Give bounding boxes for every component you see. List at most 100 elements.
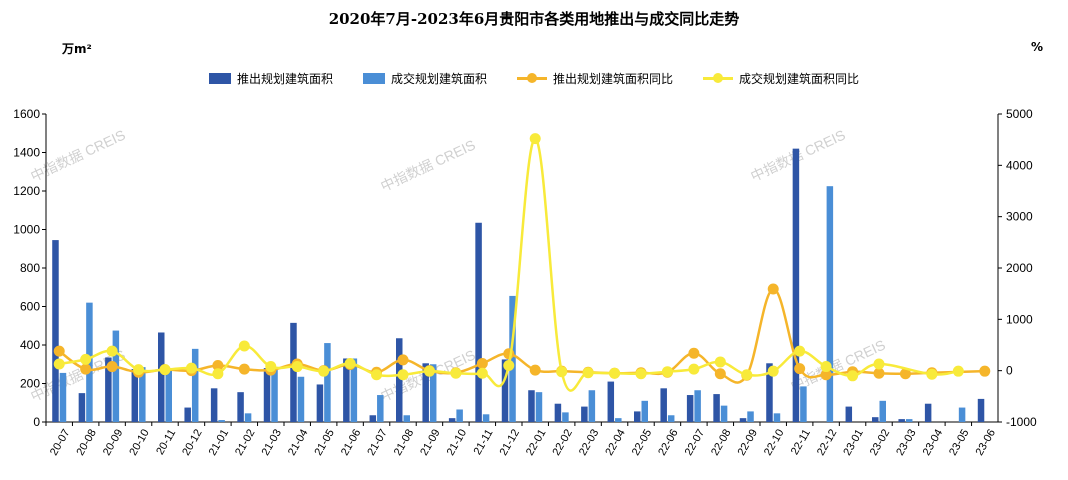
bar-supply-area xyxy=(105,357,112,422)
bar-deal-area xyxy=(297,376,305,422)
legend: 推出规划建筑面积 成交规划建筑面积 推出规划建筑面积同比 成交规划建筑面积同比 xyxy=(0,70,1068,87)
bar-supply-area xyxy=(898,419,905,422)
legend-swatch-supply-area xyxy=(208,73,231,84)
bar-deal-area xyxy=(800,386,807,422)
point-deal-yoy xyxy=(847,370,859,382)
bar-supply-area xyxy=(396,338,403,422)
point-supply-yoy xyxy=(476,357,488,369)
x-axis-tick-label: 21-07 xyxy=(365,427,389,457)
point-supply-yoy xyxy=(820,369,832,381)
bar-supply-area xyxy=(448,418,456,422)
bar-supply-area xyxy=(158,332,165,422)
point-supply-yoy xyxy=(238,363,250,375)
x-axis-tick-label: 21-06 xyxy=(339,427,363,457)
x-axis-tick-label: 21-09 xyxy=(418,427,442,457)
point-deal-yoy xyxy=(291,361,303,373)
point-supply-yoy xyxy=(529,364,541,376)
bar-deal-area xyxy=(641,400,648,422)
legend-label-supply-yoy: 推出规划建筑面积同比 xyxy=(553,72,674,86)
bar-supply-area xyxy=(263,368,271,422)
point-deal-yoy xyxy=(582,367,594,379)
point-deal-yoy xyxy=(609,367,621,379)
legend-label-deal-area: 成交规划建筑面积 xyxy=(390,72,487,86)
bar-supply-area xyxy=(977,398,985,422)
bar-supply-area xyxy=(422,363,429,422)
bar-deal-area xyxy=(509,295,516,422)
point-supply-yoy xyxy=(979,365,991,377)
point-deal-yoy xyxy=(873,358,885,370)
bar-deal-area xyxy=(429,364,437,422)
right-axis-tick-label: 5000 xyxy=(1006,107,1033,121)
legend-item-deal-yoy: 成交规划建筑面积同比 xyxy=(703,70,859,87)
x-axis-tick-label: 21-10 xyxy=(445,427,469,457)
point-supply-yoy xyxy=(899,368,911,380)
bar-supply-area xyxy=(290,322,297,422)
bar-deal-area xyxy=(958,407,966,422)
bar-deal-area xyxy=(562,412,569,422)
x-axis-tick-label: 22-07 xyxy=(683,427,707,457)
left-axis-tick-label: 1000 xyxy=(13,223,40,237)
point-deal-yoy xyxy=(80,353,92,365)
bar-supply-area xyxy=(369,415,377,422)
bar-deal-area xyxy=(218,420,225,422)
x-axis-tick-label: 21-01 xyxy=(207,427,231,457)
point-deal-yoy xyxy=(450,367,462,379)
point-deal-yoy xyxy=(926,368,938,380)
bar-supply-area xyxy=(316,384,324,422)
x-axis-tick-label: 22-09 xyxy=(736,427,760,457)
point-deal-yoy xyxy=(185,362,197,374)
point-deal-yoy xyxy=(265,361,277,373)
point-deal-yoy xyxy=(318,365,330,377)
point-deal-yoy xyxy=(159,364,171,376)
bar-supply-area xyxy=(554,403,562,422)
x-axis-tick-label: 20-08 xyxy=(74,427,98,457)
x-axis-tick-label: 22-04 xyxy=(603,427,627,457)
bar-deal-area xyxy=(403,415,410,422)
x-axis-tick-label: 22-06 xyxy=(656,427,680,457)
left-axis-tick-label: 0 xyxy=(33,415,40,429)
bar-supply-area xyxy=(634,411,641,422)
point-deal-yoy xyxy=(423,365,435,377)
x-axis-tick-label: 20-10 xyxy=(127,427,151,457)
bar-deal-area xyxy=(191,348,199,422)
x-axis-tick-label: 23-01 xyxy=(841,427,865,457)
legend-swatch-deal-yoy xyxy=(703,73,734,84)
left-axis-tick-label: 400 xyxy=(20,338,40,352)
x-axis-tick-label: 22-10 xyxy=(762,427,786,457)
point-deal-yoy xyxy=(635,368,647,380)
x-axis-tick-label: 21-04 xyxy=(286,427,310,457)
x-axis-tick-label: 22-12 xyxy=(815,427,839,457)
bar-supply-area xyxy=(78,393,86,422)
bar-supply-area xyxy=(686,395,694,422)
right-axis-unit: % xyxy=(1031,40,1044,54)
bar-deal-area xyxy=(350,358,358,422)
bar-deal-area xyxy=(59,372,67,422)
right-axis-tick-label: 3000 xyxy=(1006,210,1033,224)
x-axis-tick-label: 22-05 xyxy=(630,427,654,457)
bar-supply-area xyxy=(210,388,218,422)
legend-item-deal-area: 成交规划建筑面积 xyxy=(362,70,487,87)
point-supply-yoy xyxy=(714,368,726,380)
bar-deal-area xyxy=(244,413,252,422)
bar-deal-area xyxy=(535,392,543,422)
point-deal-yoy xyxy=(503,360,515,372)
point-deal-yoy xyxy=(741,369,753,381)
bar-supply-area xyxy=(872,417,879,422)
point-supply-yoy xyxy=(873,367,885,379)
point-deal-yoy xyxy=(53,358,65,370)
point-deal-yoy xyxy=(714,356,726,368)
bar-supply-area xyxy=(924,403,932,422)
point-supply-yoy xyxy=(767,283,779,295)
point-deal-yoy xyxy=(371,369,383,381)
point-supply-yoy xyxy=(397,354,409,366)
bar-supply-area xyxy=(607,381,615,422)
bar-deal-area xyxy=(377,395,384,422)
x-axis-tick-label: 21-05 xyxy=(312,427,336,457)
point-deal-yoy xyxy=(952,365,964,377)
legend-item-supply-yoy: 推出规划建筑面积同比 xyxy=(517,70,673,87)
bar-deal-area xyxy=(905,419,913,422)
x-axis-tick-label: 23-05 xyxy=(947,427,971,457)
bar-supply-area xyxy=(475,222,482,422)
legend-label-supply-area: 推出规划建筑面积 xyxy=(236,72,333,86)
x-axis-tick-label: 21-12 xyxy=(498,427,522,457)
